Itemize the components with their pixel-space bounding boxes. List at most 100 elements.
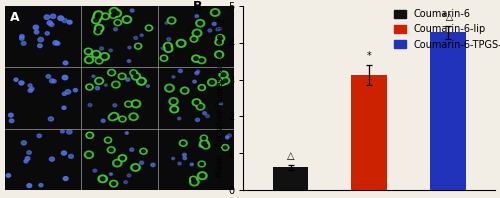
Circle shape bbox=[124, 181, 128, 184]
Circle shape bbox=[198, 161, 205, 167]
Circle shape bbox=[86, 58, 92, 62]
Circle shape bbox=[168, 46, 171, 48]
Circle shape bbox=[97, 79, 102, 83]
Circle shape bbox=[104, 84, 108, 86]
Circle shape bbox=[30, 87, 34, 91]
Circle shape bbox=[172, 157, 174, 160]
Circle shape bbox=[171, 100, 176, 103]
Circle shape bbox=[65, 90, 70, 94]
Circle shape bbox=[196, 103, 205, 110]
Circle shape bbox=[180, 87, 189, 94]
Circle shape bbox=[182, 153, 186, 156]
Circle shape bbox=[116, 21, 119, 24]
Circle shape bbox=[192, 99, 201, 106]
Y-axis label: Mean of relative fluorescence density: Mean of relative fluorescence density bbox=[216, 19, 226, 177]
Circle shape bbox=[140, 81, 144, 84]
Circle shape bbox=[63, 61, 68, 65]
Circle shape bbox=[200, 135, 207, 141]
Circle shape bbox=[132, 73, 140, 80]
Circle shape bbox=[178, 162, 181, 165]
Circle shape bbox=[204, 144, 208, 147]
Circle shape bbox=[56, 42, 60, 45]
Circle shape bbox=[93, 169, 96, 172]
Circle shape bbox=[224, 79, 228, 82]
Circle shape bbox=[162, 47, 164, 50]
Circle shape bbox=[8, 113, 13, 117]
Circle shape bbox=[194, 31, 200, 35]
Circle shape bbox=[68, 20, 72, 24]
Circle shape bbox=[84, 151, 94, 158]
Text: *: * bbox=[367, 51, 372, 61]
Circle shape bbox=[198, 105, 202, 108]
Circle shape bbox=[22, 141, 26, 145]
Circle shape bbox=[104, 137, 112, 143]
Circle shape bbox=[24, 160, 28, 163]
Circle shape bbox=[136, 45, 140, 48]
Circle shape bbox=[28, 84, 32, 87]
Circle shape bbox=[122, 16, 132, 23]
Circle shape bbox=[140, 161, 143, 164]
Circle shape bbox=[94, 11, 104, 19]
Circle shape bbox=[88, 104, 92, 107]
Circle shape bbox=[196, 70, 200, 73]
Circle shape bbox=[195, 15, 198, 18]
Circle shape bbox=[140, 34, 143, 36]
Circle shape bbox=[167, 38, 170, 41]
Circle shape bbox=[95, 58, 103, 64]
Bar bbox=[430, 32, 466, 190]
Circle shape bbox=[38, 37, 44, 42]
Circle shape bbox=[131, 164, 140, 171]
Circle shape bbox=[100, 53, 110, 60]
Circle shape bbox=[182, 142, 185, 145]
Circle shape bbox=[203, 112, 206, 115]
Circle shape bbox=[128, 60, 130, 62]
Circle shape bbox=[200, 86, 203, 89]
Circle shape bbox=[172, 108, 176, 111]
Circle shape bbox=[130, 148, 134, 151]
Circle shape bbox=[128, 46, 131, 49]
Circle shape bbox=[44, 15, 50, 19]
Circle shape bbox=[60, 130, 64, 133]
Circle shape bbox=[120, 75, 124, 78]
Circle shape bbox=[92, 17, 100, 24]
Circle shape bbox=[112, 114, 116, 118]
Circle shape bbox=[62, 75, 68, 80]
Bar bbox=[352, 75, 387, 190]
Circle shape bbox=[106, 139, 110, 142]
Circle shape bbox=[140, 148, 147, 154]
Circle shape bbox=[192, 55, 200, 62]
Circle shape bbox=[214, 51, 224, 58]
Circle shape bbox=[183, 157, 186, 160]
Circle shape bbox=[126, 78, 130, 81]
Circle shape bbox=[130, 9, 134, 12]
Circle shape bbox=[50, 14, 56, 18]
Circle shape bbox=[146, 25, 152, 31]
Circle shape bbox=[92, 75, 95, 77]
Circle shape bbox=[109, 148, 113, 151]
Circle shape bbox=[109, 49, 112, 52]
Circle shape bbox=[6, 174, 10, 177]
Circle shape bbox=[84, 48, 92, 55]
Circle shape bbox=[108, 114, 116, 121]
Circle shape bbox=[110, 116, 114, 119]
Bar bbox=[273, 167, 308, 190]
Circle shape bbox=[206, 115, 210, 118]
Circle shape bbox=[208, 29, 212, 32]
Circle shape bbox=[101, 119, 105, 122]
Legend: Coumarin-6, Coumarin-6-lip, Coumarin-6-TPGS-lip: Coumarin-6, Coumarin-6-lip, Coumarin-6-T… bbox=[394, 9, 500, 50]
Circle shape bbox=[218, 36, 222, 40]
Circle shape bbox=[219, 71, 228, 78]
Circle shape bbox=[193, 80, 196, 83]
Circle shape bbox=[118, 73, 126, 80]
Circle shape bbox=[94, 24, 104, 32]
Circle shape bbox=[132, 71, 136, 74]
Circle shape bbox=[164, 84, 174, 92]
Circle shape bbox=[102, 55, 107, 58]
Circle shape bbox=[134, 36, 138, 39]
Circle shape bbox=[34, 30, 39, 34]
Circle shape bbox=[226, 136, 228, 138]
Circle shape bbox=[19, 81, 24, 85]
Circle shape bbox=[97, 59, 101, 62]
Circle shape bbox=[68, 154, 73, 158]
Circle shape bbox=[63, 177, 68, 181]
